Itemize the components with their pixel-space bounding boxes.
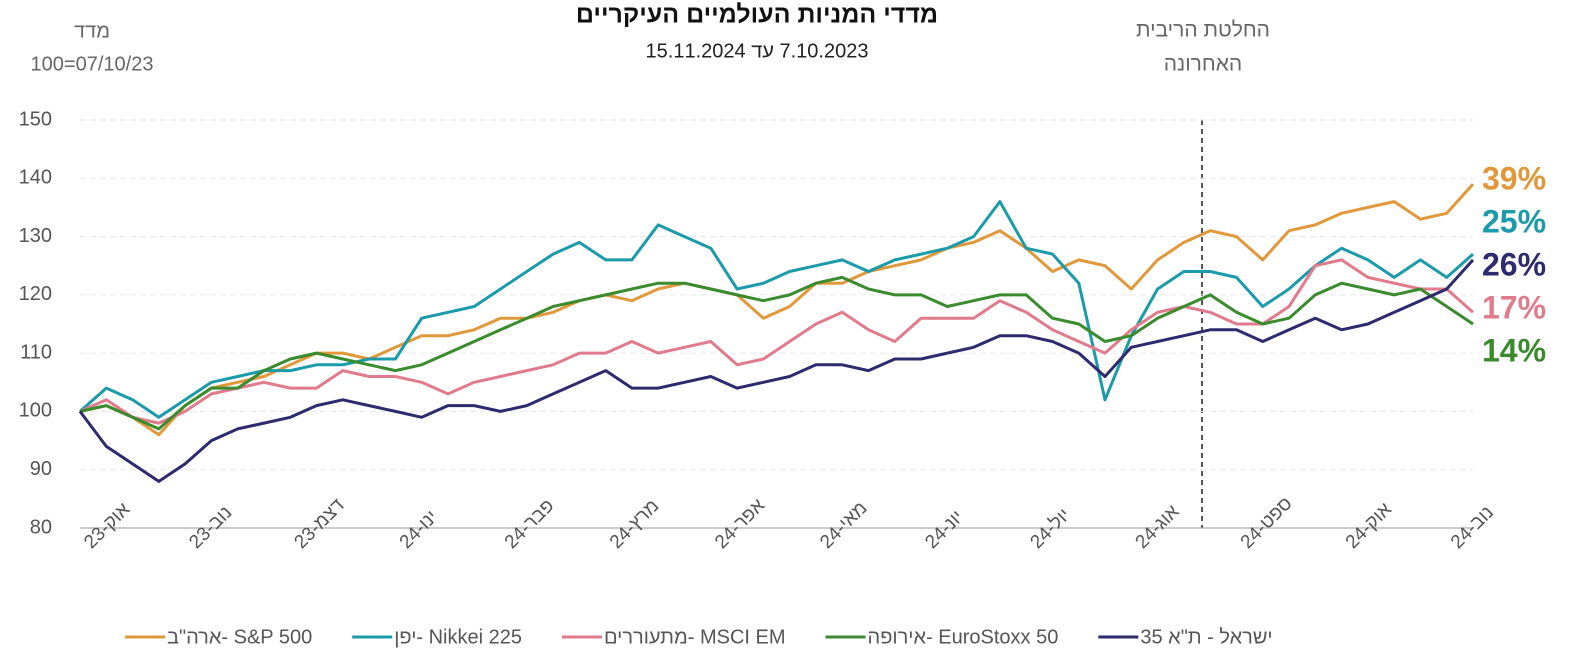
series-line: [78, 258, 1475, 483]
y-axis-label: 100=07/10/23: [31, 53, 154, 75]
y-tick-label: 120: [19, 283, 52, 305]
x-tick-label: אוג-24: [1132, 501, 1184, 553]
end-label: 26%: [1482, 246, 1546, 282]
x-tick-label: דצמ-23: [290, 494, 349, 553]
y-tick-label: 140: [19, 167, 52, 189]
y-tick-label: 90: [30, 458, 52, 480]
y-tick-label: 80: [30, 516, 52, 538]
x-tick-label: אפר-24: [711, 495, 769, 553]
y-tick-label: 130: [19, 225, 52, 247]
chart-title: מדדי המניות העולמיים העיקריים: [576, 1, 938, 29]
x-tick-label: אוק-23: [80, 499, 134, 553]
end-label: 17%: [1482, 289, 1546, 325]
x-tick-label: פבר-24: [501, 495, 559, 553]
x-tick-label: יונ-24: [921, 507, 967, 553]
annotation: החלטת הריבית: [1136, 19, 1270, 42]
x-tick-label: ינו-24: [396, 507, 442, 553]
x-tick-label: מרץ-24: [606, 496, 663, 553]
x-tick-label: יול-24: [1026, 505, 1074, 553]
legend-label: ארה"ב- S&P 500: [167, 626, 312, 648]
y-tick-label: 150: [19, 108, 52, 130]
annotation: האחרונה: [1164, 53, 1242, 76]
end-label: 39%: [1482, 160, 1546, 196]
legend-label: אירופה- EuroStoxx 50: [868, 626, 1059, 648]
y-tick-label: 100: [19, 400, 52, 422]
y-tick-label: 110: [20, 341, 52, 363]
series-line: [79, 183, 1475, 437]
legend-label: יפן- Nikkei 225: [394, 626, 522, 648]
x-tick-label: אוק-24: [1342, 499, 1396, 553]
series-line: [79, 258, 1474, 425]
legend-label: ישראל - ת"א 35: [1140, 626, 1272, 648]
end-label: 14%: [1482, 332, 1546, 368]
chart-subtitle: 7.10.2023 עד 15.11.2024: [646, 40, 869, 62]
x-tick-label: ספט-24: [1237, 493, 1297, 553]
series-line: [79, 200, 1474, 419]
y-axis-label: מדד: [74, 20, 110, 42]
series-line: [79, 275, 1474, 431]
x-tick-label: מאי-24: [816, 498, 871, 553]
legend-label: מתעוררים- MSCI EM: [604, 626, 786, 648]
end-label: 25%: [1482, 203, 1546, 239]
